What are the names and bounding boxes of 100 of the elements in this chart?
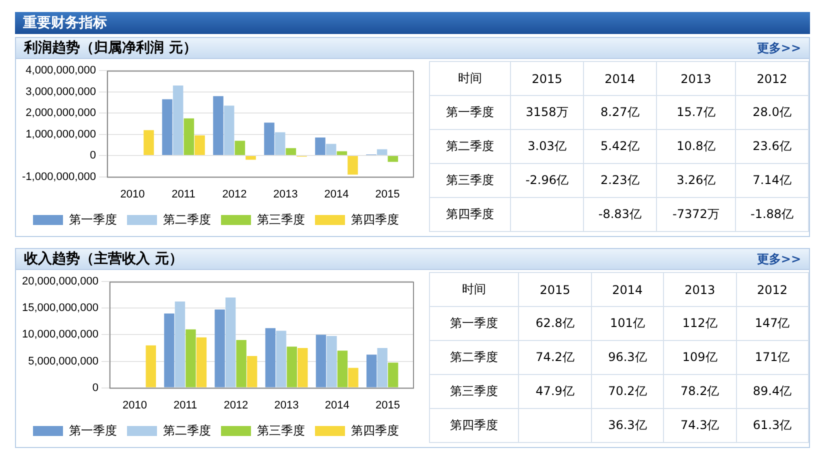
- x-tick-label: 2012: [224, 399, 248, 412]
- data-label: 47.9亿: [518, 374, 592, 408]
- data-label: 5.42亿: [583, 130, 656, 164]
- bar: [286, 148, 296, 156]
- x-tick-label: 2013: [273, 188, 298, 200]
- data-label: -1.88亿: [736, 198, 808, 232]
- bar: [196, 337, 207, 388]
- bar: [388, 156, 398, 162]
- bar: [298, 348, 308, 388]
- bar: [348, 368, 358, 388]
- x-tick-label: 2014: [591, 272, 664, 306]
- bar: [265, 328, 276, 388]
- bar: [172, 85, 184, 156]
- bar: [388, 362, 398, 388]
- x-tick-label: 2015: [375, 188, 400, 200]
- data-label: 28.0亿: [736, 96, 808, 130]
- y-tick-label: 3,000,000,000: [26, 86, 96, 98]
- data-label: 101亿: [591, 306, 664, 340]
- x-tick-label: 2011: [174, 399, 198, 412]
- y-tick-label: 第一季度: [430, 96, 511, 130]
- data-label: 3.03亿: [510, 130, 584, 164]
- chart-title: 收入趋势（主营收入 元）: [24, 251, 183, 267]
- y-tick-label: 5,000,000,000: [28, 355, 98, 368]
- bar: [286, 346, 298, 388]
- bar: [186, 329, 196, 388]
- y-tick-label: 4,000,000,000: [26, 64, 96, 77]
- bar: [274, 132, 286, 156]
- legend-label: 第四季度: [351, 423, 399, 438]
- bar: [234, 140, 246, 156]
- legend-label: 第三季度: [257, 423, 305, 438]
- bar: [174, 302, 186, 388]
- y-tick-label: 第四季度: [430, 198, 511, 232]
- legend-label: 第二季度: [163, 212, 211, 226]
- y-tick-label: 第三季度: [430, 374, 519, 408]
- x-tick-label: 2013: [274, 399, 299, 412]
- x-tick-label: 2014: [324, 399, 350, 412]
- x-tick-label: 2014: [583, 62, 656, 96]
- data-label: 62.8亿: [518, 306, 592, 340]
- bar: [336, 151, 348, 156]
- x-tick-label: 2010: [120, 188, 145, 200]
- text: 更多>>: [756, 40, 801, 57]
- data-label: -2.96亿: [510, 164, 584, 198]
- bar: [377, 348, 388, 388]
- data-label: 7.14亿: [736, 164, 808, 198]
- bar: [214, 309, 225, 388]
- data-label: 15.7亿: [656, 96, 736, 130]
- data-label: 109亿: [664, 340, 736, 374]
- x-tick-label: 2012: [736, 62, 808, 96]
- y-tick-label: 第三季度: [430, 164, 511, 198]
- bar: [225, 298, 236, 388]
- x-tick-label: 2015: [375, 399, 400, 412]
- bar: [337, 350, 348, 388]
- y-tick-label: 15,000,000,000: [22, 302, 98, 314]
- x-tick-label: 2011: [172, 188, 196, 200]
- bar: [246, 356, 258, 388]
- y-tick-label: 第二季度: [430, 130, 511, 164]
- data-label: 3158万: [510, 96, 584, 130]
- y-tick-label: -1,000,000,000: [22, 170, 96, 183]
- bar: [164, 313, 174, 388]
- data-label: 61.3亿: [736, 408, 808, 442]
- data-label: 2.23亿: [583, 164, 656, 198]
- x-tick-label: 2013: [664, 272, 736, 306]
- bar: [194, 135, 205, 156]
- legend-label: 第四季度: [351, 212, 399, 226]
- data-label: 96.3亿: [591, 340, 664, 374]
- bar: [236, 340, 246, 388]
- data-label: 8.27亿: [583, 96, 656, 130]
- y-tick-label: 10,000,000,000: [22, 328, 98, 341]
- bar: [326, 144, 336, 156]
- y-tick-label: 1,000,000,000: [26, 128, 96, 140]
- x-tick-label: 2015: [518, 272, 592, 306]
- data-label: 171亿: [736, 340, 808, 374]
- data-label: 3.26亿: [656, 164, 736, 198]
- bar: [366, 354, 377, 388]
- chart-title: 利润趋势（归属净利润 元）: [24, 40, 197, 56]
- bar: [348, 156, 358, 175]
- bar: [316, 334, 326, 388]
- data-label: 89.4亿: [736, 374, 808, 408]
- x-tick-label: 2010: [122, 399, 147, 412]
- data-label: 78.2亿: [664, 374, 736, 408]
- bar: [162, 99, 172, 156]
- bar: [146, 345, 156, 388]
- bar: [213, 96, 224, 156]
- bar: [315, 138, 326, 156]
- text: 时间: [430, 272, 519, 306]
- bar: [264, 122, 274, 156]
- data-label: 36.3亿: [591, 408, 664, 442]
- bar: [246, 156, 256, 160]
- x-tick-label: 2015: [510, 62, 584, 96]
- bar: [144, 130, 154, 156]
- data-label: 10.8亿: [656, 130, 736, 164]
- data-label: 147亿: [736, 306, 808, 340]
- bar: [326, 336, 337, 388]
- text: 时间: [430, 62, 511, 96]
- y-tick-label: 第一季度: [430, 306, 519, 340]
- legend-label: 第二季度: [163, 423, 211, 438]
- x-tick-label: 2014: [324, 188, 349, 200]
- y-tick-label: 2,000,000,000: [26, 107, 96, 120]
- x-tick-label: 2012: [222, 188, 247, 200]
- bar: [276, 330, 286, 388]
